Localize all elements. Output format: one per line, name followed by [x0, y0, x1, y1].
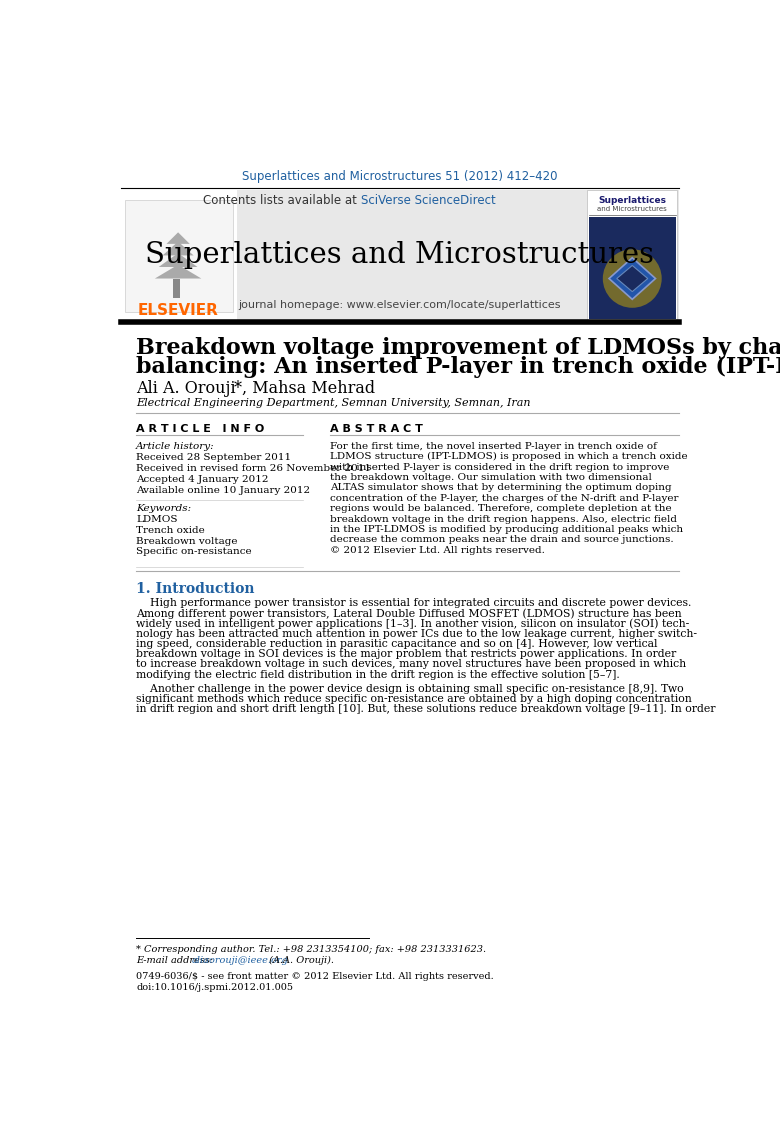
Text: significant methods which reduce specific on-resistance are obtained by a high d: significant methods which reduce specifi… [136, 694, 692, 704]
Text: widely used in intelligent power applications [1–3]. In another vision, silicon : widely used in intelligent power applica… [136, 618, 690, 629]
Text: *, Mahsa Mehrad: *, Mahsa Mehrad [234, 380, 375, 397]
Text: journal homepage: www.elsevier.com/locate/superlattices: journal homepage: www.elsevier.com/locat… [239, 301, 561, 311]
Text: Available online 10 January 2012: Available online 10 January 2012 [136, 485, 310, 494]
Text: (A.A. Orouji).: (A.A. Orouji). [266, 956, 334, 965]
Text: Breakdown voltage improvement of LDMOSs by charge: Breakdown voltage improvement of LDMOSs … [136, 337, 780, 358]
Text: A R T I C L E   I N F O: A R T I C L E I N F O [136, 424, 264, 433]
Text: ELSEVIER: ELSEVIER [137, 303, 218, 318]
Text: the breakdown voltage. Our simulation with two dimensional: the breakdown voltage. Our simulation wi… [330, 473, 652, 482]
Text: aliaorouji@ieee.org: aliaorouji@ieee.org [192, 956, 289, 965]
Text: E-mail address:: E-mail address: [136, 956, 216, 965]
Text: Among different power transistors, Lateral Double Diffused MOSFET (LDMOS) struct: Among different power transistors, Later… [136, 608, 682, 619]
Text: A B S T R A C T: A B S T R A C T [330, 424, 423, 433]
Polygon shape [617, 265, 647, 291]
Text: modifying the electric field distribution in the drift region is the effective s: modifying the electric field distributio… [136, 669, 620, 679]
Text: © 2012 Elsevier Ltd. All rights reserved.: © 2012 Elsevier Ltd. All rights reserved… [330, 545, 545, 555]
Bar [121, 191, 237, 321]
Text: Another challenge in the power device design is obtaining small specific on-resi: Another challenge in the power device de… [136, 684, 684, 694]
Circle shape [603, 249, 661, 307]
Text: Keywords:: Keywords: [136, 505, 191, 514]
Bar [173, 279, 179, 298]
Text: SciVerse ScienceDirect: SciVerse ScienceDirect [361, 194, 496, 208]
Text: doi:10.1016/j.spmi.2012.01.005: doi:10.1016/j.spmi.2012.01.005 [136, 983, 293, 992]
Polygon shape [162, 242, 193, 255]
Bar [121, 191, 679, 321]
Text: Specific on-resistance: Specific on-resistance [136, 548, 252, 557]
Text: in drift region and short drift length [10]. But, these solutions reduce breakdo: in drift region and short drift length [… [136, 704, 716, 714]
Text: Trench oxide: Trench oxide [136, 526, 205, 535]
Text: 0749-6036/$ - see front matter © 2012 Elsevier Ltd. All rights reserved.: 0749-6036/$ - see front matter © 2012 El… [136, 973, 494, 981]
Text: Electrical Engineering Department, Semnan University, Semnan, Iran: Electrical Engineering Department, Semna… [136, 398, 530, 408]
Text: Received 28 September 2011: Received 28 September 2011 [136, 454, 292, 463]
Text: decrease the common peaks near the drain and source junctions.: decrease the common peaks near the drain… [330, 535, 674, 544]
Text: Accepted 4 January 2012: Accepted 4 January 2012 [136, 475, 269, 484]
Polygon shape [166, 232, 190, 244]
Text: High performance power transistor is essential for integrated circuits and discr: High performance power transistor is ess… [136, 599, 692, 609]
Bar [125, 200, 233, 312]
Text: * Corresponding author. Tel.: +98 2313354100; fax: +98 2313331623.: * Corresponding author. Tel.: +98 231335… [136, 946, 487, 955]
Text: Received in revised form 26 November 2011: Received in revised form 26 November 201… [136, 464, 371, 473]
Text: Breakdown voltage: Breakdown voltage [136, 536, 238, 545]
Text: breakdown voltage in the drift region happens. Also, electric field: breakdown voltage in the drift region ha… [330, 515, 677, 524]
Polygon shape [158, 253, 197, 266]
Text: nology has been attracted much attention in power ICs due to the low leakage cur: nology has been attracted much attention… [136, 629, 697, 638]
Polygon shape [155, 264, 201, 279]
Text: Article history:: Article history: [136, 442, 215, 451]
Text: to increase breakdown voltage in such devices, many novel structures have been p: to increase breakdown voltage in such de… [136, 660, 686, 669]
Text: regions would be balanced. Therefore, complete depletion at the: regions would be balanced. Therefore, co… [330, 505, 672, 514]
Text: in the IPT-LDMOS is modified by producing additional peaks which: in the IPT-LDMOS is modified by producin… [330, 525, 683, 534]
Text: Ali A. Orouji: Ali A. Orouji [136, 380, 241, 397]
Text: Superlattices and Microstructures: Superlattices and Microstructures [145, 242, 654, 270]
Text: LDMOS: LDMOS [136, 515, 178, 524]
Text: Contents lists available at: Contents lists available at [204, 194, 361, 208]
Text: LDMOS structure (IPT-LDMOS) is proposed in which a trench oxide: LDMOS structure (IPT-LDMOS) is proposed … [330, 452, 688, 462]
Text: with inserted P-layer is considered in the drift region to improve: with inserted P-layer is considered in t… [330, 463, 669, 472]
Text: ing speed, considerable reduction in parasitic capacitance and so on [4]. Howeve: ing speed, considerable reduction in par… [136, 640, 658, 649]
Bar [589, 217, 675, 320]
Bar [587, 191, 677, 321]
Text: ALTAS simulator shows that by determining the optimum doping: ALTAS simulator shows that by determinin… [330, 483, 672, 492]
Text: Superlattices: Superlattices [598, 196, 666, 205]
Text: breakdown voltage in SOI devices is the major problem that restricts power appli: breakdown voltage in SOI devices is the … [136, 650, 676, 659]
Text: Superlattices and Microstructures 51 (2012) 412–420: Superlattices and Microstructures 51 (20… [242, 170, 558, 183]
Text: balancing: An inserted P-layer in trench oxide (IPT-LDMOS): balancing: An inserted P-layer in trench… [136, 356, 780, 378]
Text: and Microstructures: and Microstructures [597, 206, 667, 212]
Text: 1. Introduction: 1. Introduction [136, 582, 255, 595]
Text: For the first time, the novel inserted P-layer in trench oxide of: For the first time, the novel inserted P… [330, 442, 657, 451]
Text: concentration of the P-layer, the charges of the N-drift and P-layer: concentration of the P-layer, the charge… [330, 494, 679, 502]
Polygon shape [609, 257, 655, 299]
